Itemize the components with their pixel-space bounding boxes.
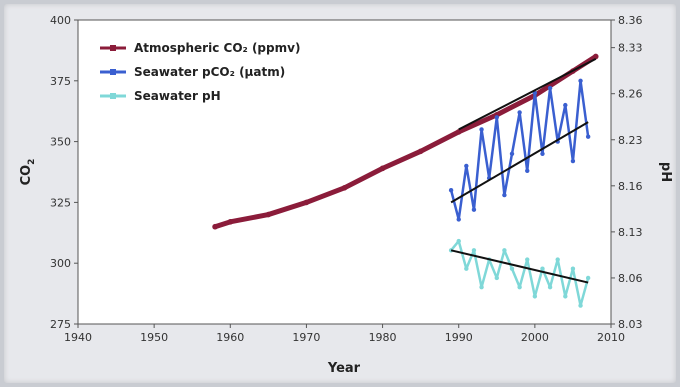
y-axis-right-title: pH (658, 162, 673, 182)
y-left-tick-label: 400 (50, 14, 71, 27)
seawater-ph-point (494, 275, 499, 281)
seawater-ph-point (517, 284, 522, 290)
seawater-pco2-point (502, 192, 507, 198)
y-right-tick-label: 8.06 (618, 272, 643, 285)
seawater-ph-point (479, 284, 484, 290)
seawater-pco2-point (547, 85, 553, 91)
y-left-tick-label: 275 (50, 318, 71, 331)
seawater-pco2-point (464, 163, 469, 169)
y-left-tick-label: 325 (50, 196, 71, 209)
seawater-ph-point (585, 275, 591, 281)
x-tick-label: 1960 (216, 331, 244, 344)
seawater-pco2-point (578, 78, 583, 84)
seawater-ph-point (540, 266, 545, 271)
y-right-tick-label: 8.23 (618, 134, 643, 147)
co2-ph-chart: 1940 1950 1960 1970 1980 1990 2000 2010 275 300 32… (19, 14, 673, 376)
y-right-tick-label: 8.33 (618, 42, 643, 55)
legend-swatch-marker (110, 93, 116, 99)
seawater-pco2-point (585, 134, 591, 139)
seawater-pco2-point (509, 151, 515, 156)
legend-swatch-marker (110, 45, 116, 51)
seawater-ph-point (502, 248, 507, 253)
seawater-pco2-point (570, 158, 576, 164)
atm-co2-point (212, 223, 218, 230)
y-right-tick-label: 8.16 (618, 180, 643, 193)
y-right-tick-label: 8.13 (618, 226, 643, 239)
x-tick-label: 2010 (597, 331, 625, 344)
atm-co2-point (417, 148, 424, 155)
x-tick-label: 1940 (64, 331, 92, 344)
x-tick-label: 1990 (445, 331, 473, 344)
pco2-trend-line (450, 121, 589, 204)
seawater-pco2-point (456, 217, 461, 222)
seawater-pco2-point (540, 151, 545, 156)
y-right-tick-label: 8.03 (618, 318, 643, 331)
atm-co2-line (214, 54, 598, 230)
seawater-ph-point (509, 266, 515, 271)
seawater-pco2-point (525, 168, 530, 173)
y-axis-left-title: CO2 (19, 159, 37, 186)
seawater-ph-point (578, 303, 583, 308)
x-tick-label: 2000 (521, 331, 549, 344)
ph-trend-line (450, 249, 589, 284)
seawater-ph-point (464, 266, 469, 271)
seawater-ph-point (525, 257, 530, 262)
seawater-pco2-point (494, 115, 499, 120)
y-left-tick-label: 375 (50, 75, 71, 88)
atm-co2-point (227, 219, 234, 225)
y-left-tick-label: 300 (50, 257, 71, 270)
atm-co2-point (592, 53, 599, 60)
y-left-tick-label: 350 (50, 136, 71, 149)
co2-trend-line (458, 58, 597, 131)
seawater-ph-point (456, 238, 461, 244)
seawater-pco2-point (517, 110, 522, 115)
seawater-ph-point (532, 294, 538, 299)
atm-co2-point (303, 199, 310, 206)
x-axis-title: Year (327, 361, 361, 376)
legend-label: Seawater pCO₂ (µatm) (134, 65, 285, 79)
seawater-pco2-point (479, 127, 484, 132)
seawater-ph-point (563, 294, 568, 299)
y-right-tick-label: 8.26 (618, 88, 643, 101)
seawater-pco2-point (471, 207, 477, 212)
y-right-tick-label: 8.36 (618, 14, 643, 27)
seawater-ph-point (570, 266, 576, 271)
x-tick-label: 1980 (369, 331, 397, 344)
legend-swatch-marker (110, 69, 116, 75)
seawater-pco2-point (448, 188, 454, 193)
seawater-ph-point (555, 257, 560, 262)
atm-co2-point (341, 185, 348, 191)
seawater-ph-point (471, 248, 477, 253)
chart-frame: 1940 1950 1960 1970 1980 1990 2000 2010 275 300 32… (4, 4, 676, 383)
atm-co2-point (379, 165, 386, 172)
legend-label: Atmospheric CO₂ (ppmv) (134, 41, 300, 55)
seawater-ph-point (547, 284, 553, 290)
atm-co2-point (455, 129, 462, 135)
legend-label: Seawater pH (134, 89, 221, 103)
atm-co2-point (265, 211, 272, 218)
seawater-pco2-point (563, 102, 568, 108)
x-tick-label: 1950 (140, 331, 168, 344)
x-tick-label: 1970 (292, 331, 320, 344)
